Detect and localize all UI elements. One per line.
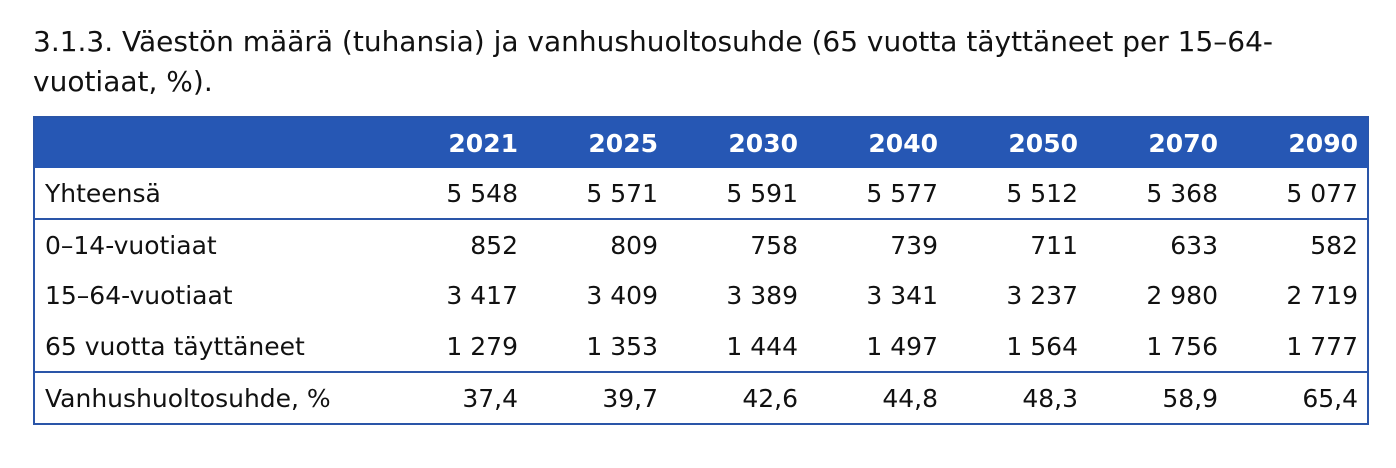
table-cell: 5 368 xyxy=(1088,168,1228,220)
table-cell: 2 719 xyxy=(1286,281,1358,310)
header-year-2040: 2040 xyxy=(808,118,948,168)
table-cell: 5 512 xyxy=(948,168,1088,220)
table-row-age-15-64: 15–64-vuotiaat 3 417 3 409 3 389 3 341 3… xyxy=(35,270,1368,321)
table-row-age-65-plus: 65 vuotta täyttäneet 1 279 1 353 1 444 1… xyxy=(35,321,1368,373)
table-cell: 65,4 xyxy=(1302,383,1358,413)
table-cell: 852 xyxy=(470,230,518,260)
table-cell: 758 xyxy=(750,230,798,260)
table-cell: 2 980 xyxy=(1146,281,1218,310)
table-cell: 58,9 xyxy=(1162,383,1218,413)
table-cell: 44,8 xyxy=(882,383,938,413)
table-cell: 809 xyxy=(610,230,658,260)
header-year-2021: 2021 xyxy=(388,118,528,168)
table-cell: 5 548 xyxy=(388,168,528,220)
table-cell: 1 564 xyxy=(948,321,1088,373)
table-cell: 739 xyxy=(890,230,938,260)
header-year-2025: 2025 xyxy=(528,118,668,168)
table-cell: 3 341 xyxy=(866,281,938,310)
table-cell: 37,4 xyxy=(462,383,518,413)
table-cell: 39,7 xyxy=(602,383,658,413)
table-cell: 1 756 xyxy=(1088,321,1228,373)
table-cell: 1 444 xyxy=(668,321,808,373)
table-cell: 3 409 xyxy=(586,281,658,310)
table-caption: 3.1.3. Väestön määrä (tuhansia) ja vanhu… xyxy=(33,25,1274,98)
row-label: 0–14-vuotiaat xyxy=(45,230,217,260)
table-cell: 5 571 xyxy=(528,168,668,220)
row-label: Vanhushuoltosuhde, % xyxy=(45,383,331,413)
header-year-2070: 2070 xyxy=(1088,118,1228,168)
table-row-total: Yhteensä 5 548 5 571 5 591 5 577 5 512 5… xyxy=(35,168,1368,220)
header-year-2030: 2030 xyxy=(668,118,808,168)
header-year-2090: 2090 xyxy=(1228,118,1368,168)
table-cell: 1 497 xyxy=(808,321,948,373)
population-table-container: 2021 2025 2030 2040 2050 2070 2090 Yhtee… xyxy=(33,116,1369,425)
row-label: Yhteensä xyxy=(35,168,388,220)
row-label: 65 vuotta täyttäneet xyxy=(35,321,388,373)
table-cell: 1 777 xyxy=(1228,321,1368,373)
table-cell: 3 389 xyxy=(726,281,798,310)
table-row-dependency-ratio: Vanhushuoltosuhde, % 37,4 39,7 42,6 44,8… xyxy=(35,372,1368,423)
table-cell: 5 577 xyxy=(808,168,948,220)
table-cell: 3 417 xyxy=(446,281,518,310)
table-cell: 633 xyxy=(1170,230,1218,260)
table-cell: 1 279 xyxy=(388,321,528,373)
table-cell: 711 xyxy=(1030,230,1078,260)
table-cell: 582 xyxy=(1310,230,1358,260)
table-cell: 1 353 xyxy=(528,321,668,373)
table-cell: 5 077 xyxy=(1228,168,1368,220)
header-label-cell xyxy=(35,118,388,168)
row-label: 15–64-vuotiaat xyxy=(45,281,233,310)
table-cell: 48,3 xyxy=(1022,383,1078,413)
table-cell: 42,6 xyxy=(742,383,798,413)
population-table: 2021 2025 2030 2040 2050 2070 2090 Yhtee… xyxy=(35,118,1368,423)
header-year-2050: 2050 xyxy=(948,118,1088,168)
table-row-age-0-14: 0–14-vuotiaat 852 809 758 739 711 633 58… xyxy=(35,219,1368,270)
table-cell: 3 237 xyxy=(1006,281,1078,310)
table-header-row: 2021 2025 2030 2040 2050 2070 2090 xyxy=(35,118,1368,168)
table-cell: 5 591 xyxy=(668,168,808,220)
